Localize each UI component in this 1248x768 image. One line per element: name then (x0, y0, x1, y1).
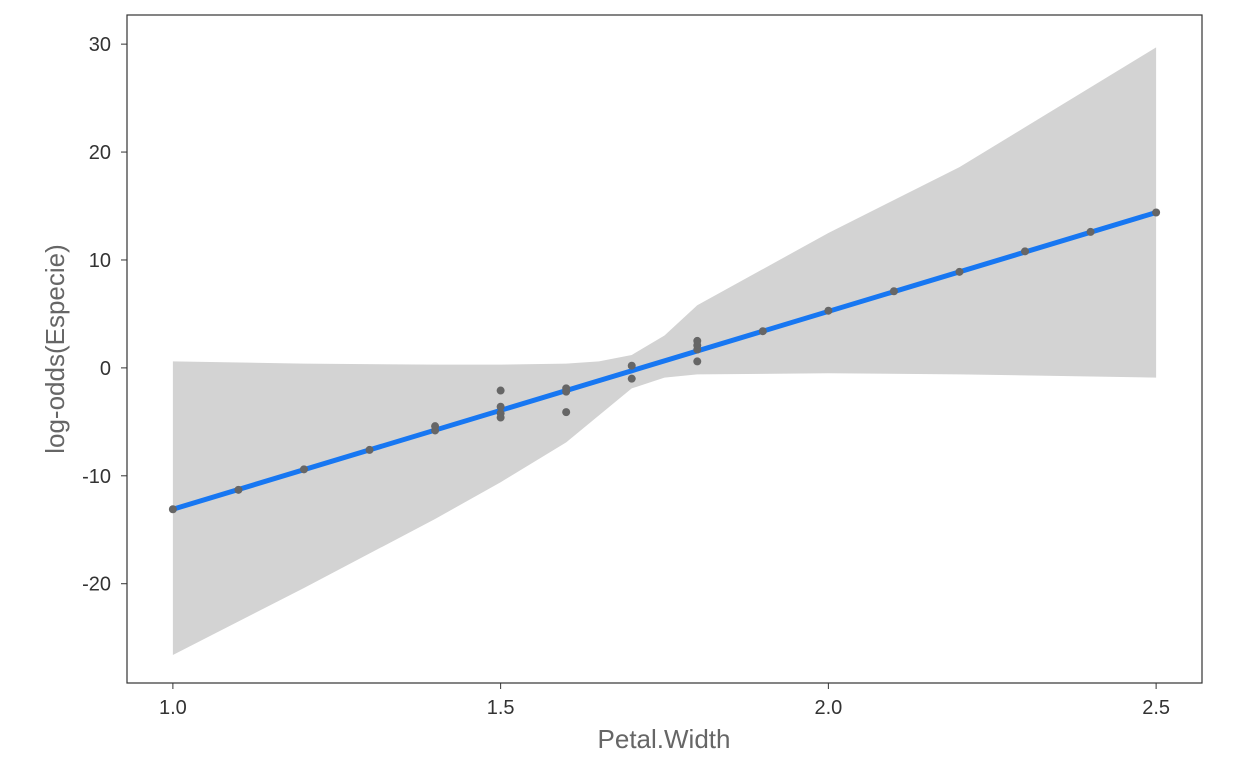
y-axis-title: log-odds(Especie) (40, 244, 70, 454)
fit-line-layer (172, 210, 1157, 512)
data-point (693, 357, 702, 366)
data-point (627, 361, 636, 370)
confidence-band-layer (172, 47, 1157, 655)
data-point (562, 387, 571, 396)
data-point (1152, 208, 1161, 217)
data-point (299, 465, 308, 474)
data-point (693, 345, 702, 354)
data-point (431, 426, 440, 435)
x-axis-ticks: 1.0 1.5 2.0 2.5 (159, 683, 1170, 719)
y-tick-label: 20 (89, 142, 111, 164)
data-point (562, 408, 571, 417)
y-axis-ticks: -20 -10 0 10 20 30 (82, 34, 127, 596)
data-point (496, 413, 505, 422)
data-point (168, 505, 177, 514)
confidence-band (172, 47, 1157, 655)
y-tick-label: -10 (82, 466, 111, 488)
y-tick-label: 0 (100, 358, 111, 380)
data-points-layer (168, 208, 1161, 514)
x-tick-label: 2.0 (814, 697, 842, 719)
y-tick-label: 30 (89, 34, 111, 56)
fit-line (172, 210, 1157, 512)
data-point (496, 386, 505, 395)
x-axis-title: Petal.Width (598, 724, 731, 754)
y-tick-label: -20 (82, 574, 111, 596)
data-point (824, 306, 833, 315)
x-tick-label: 1.5 (487, 697, 515, 719)
data-point (234, 485, 243, 494)
x-tick-label: 2.5 (1142, 697, 1170, 719)
data-point (758, 327, 767, 336)
panel-border (126, 14, 1203, 684)
data-point (496, 402, 505, 411)
data-point (365, 445, 374, 454)
data-point (955, 267, 964, 276)
data-point (1021, 247, 1030, 256)
plot-panel (126, 14, 1203, 684)
data-point (627, 374, 636, 383)
y-tick-label: 10 (89, 250, 111, 272)
data-point (889, 287, 898, 296)
data-point (1086, 227, 1095, 236)
x-tick-label: 1.0 (159, 697, 187, 719)
